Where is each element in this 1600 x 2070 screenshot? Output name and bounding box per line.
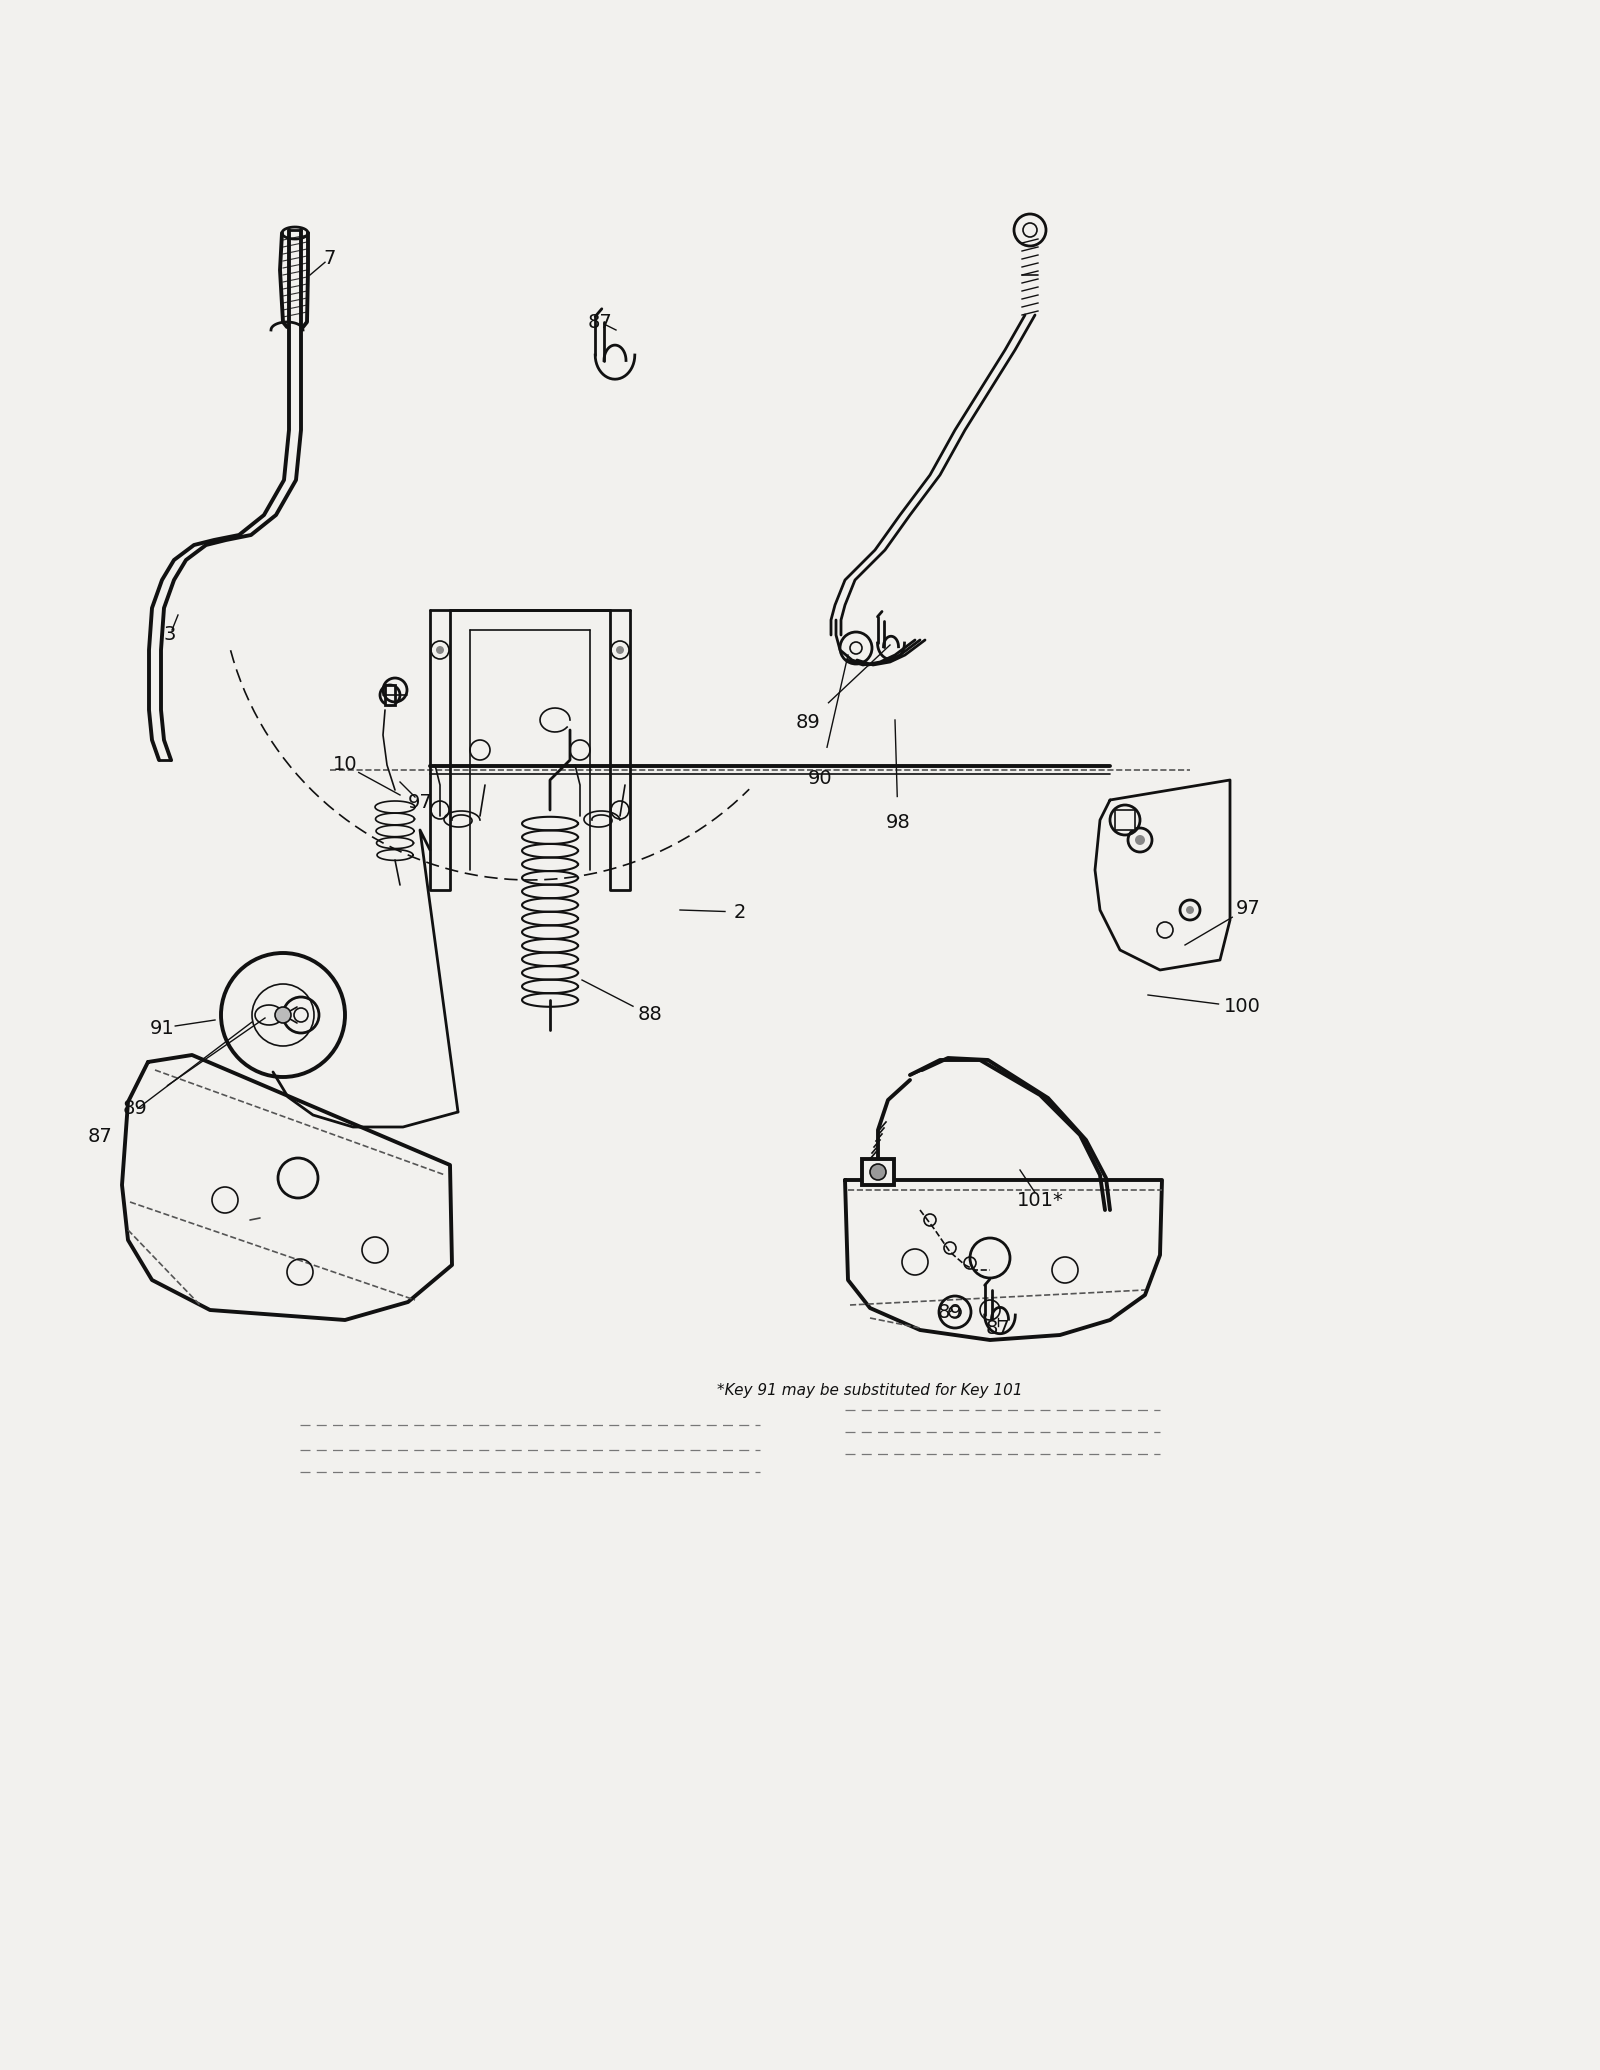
- Text: 101*: 101*: [1016, 1190, 1064, 1209]
- Circle shape: [616, 646, 624, 654]
- Bar: [386, 685, 395, 706]
- Text: 91: 91: [150, 1018, 174, 1037]
- Text: 89: 89: [938, 1302, 962, 1321]
- Circle shape: [870, 1163, 886, 1180]
- Text: 87: 87: [986, 1319, 1010, 1337]
- Bar: [862, 1159, 894, 1184]
- Text: 10: 10: [333, 756, 357, 774]
- Text: 100: 100: [1224, 998, 1261, 1016]
- Bar: [1115, 809, 1134, 830]
- Circle shape: [1186, 907, 1194, 915]
- Text: 89: 89: [123, 1099, 147, 1118]
- Text: 89: 89: [795, 712, 821, 731]
- Text: *Key 91 may be substituted for Key 101: *Key 91 may be substituted for Key 101: [717, 1383, 1022, 1397]
- Circle shape: [435, 646, 445, 654]
- Text: 97: 97: [408, 793, 432, 811]
- Text: 97: 97: [1235, 898, 1261, 917]
- Text: 87: 87: [88, 1128, 112, 1147]
- Text: 7: 7: [323, 248, 336, 267]
- Text: 98: 98: [886, 814, 910, 832]
- Text: 87: 87: [587, 313, 613, 331]
- Text: 90: 90: [808, 768, 832, 787]
- Text: 2: 2: [734, 903, 746, 921]
- Text: 3: 3: [163, 625, 176, 644]
- Text: 88: 88: [638, 1006, 662, 1025]
- Circle shape: [275, 1006, 291, 1023]
- Circle shape: [1134, 834, 1146, 845]
